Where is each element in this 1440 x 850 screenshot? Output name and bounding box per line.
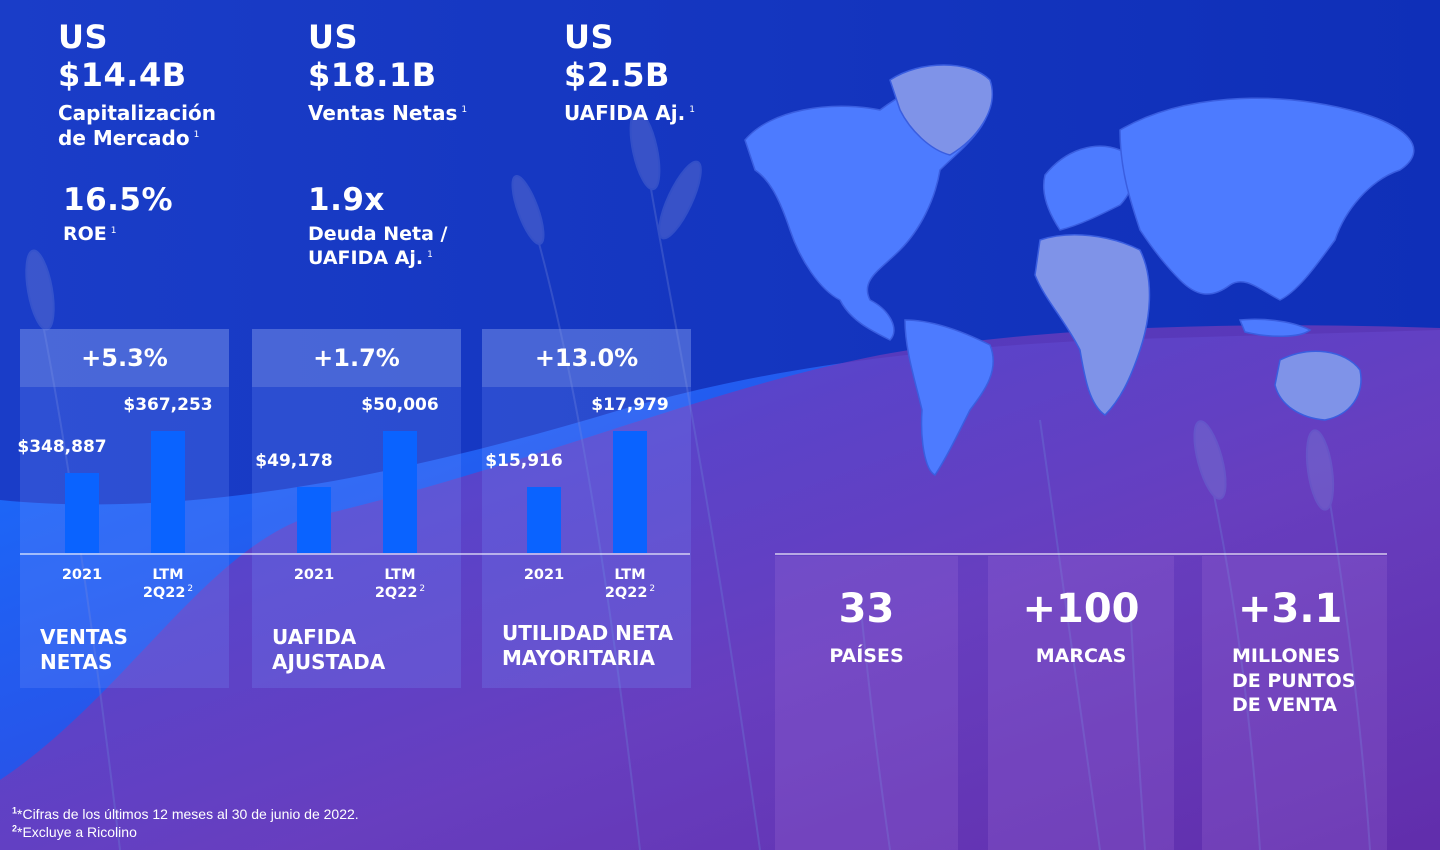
bar-base-year [65,473,99,553]
kpi-label-text: Ventas Netas [308,100,458,125]
kpi-label-line2: de Mercado [58,125,190,150]
panel-title-line2: MAYORITARIA [502,646,655,670]
kpi-ebitda: US $2.5B UAFIDA Aj. 1 [564,18,695,126]
kpi-currency: US [308,18,359,56]
footnote-text: *Excluye a Ricolino [17,824,137,841]
bar-value-label: $348,887 [17,437,107,457]
x-axis-label-line1: LTM [384,567,416,583]
panel-net-sales: +5.3% VENTAS NETAS $348,887 $367,253 2021 L… [17,329,229,688]
stats-divider [775,553,1387,555]
footnote-mark: 2 [12,823,18,834]
kpi-value: 16.5% [63,182,174,218]
footnote-mark: 1 [12,805,18,816]
world-map-icon [744,64,1415,476]
kpi-leverage: 1.9x Deuda Neta / UAFIDA Aj. 1 [308,182,447,271]
bar-base-year [297,487,331,553]
stat-brands: +100 MARCAS [988,556,1174,850]
stat-number: +3.1 [1238,586,1343,632]
panel-title: UTILIDAD NETA MAYORITARIA [502,621,673,671]
x-axis-label: 2021 [61,567,103,583]
bar-value-label: $367,253 [123,395,213,415]
stat-caption-line2: DE PUNTOS [1232,669,1356,692]
growth-rate: +1.7% [252,329,461,387]
kpi-label: Deuda Neta / UAFIDA Aj. 1 [308,223,447,271]
kpi-label-text: ROE [63,223,107,246]
kpi-value: $14.4B [58,56,187,95]
x-axis-label-line2: 2Q22 [374,584,418,601]
stat-caption-line1: MILLONES [1232,645,1341,667]
x-axis-label: LTM 2Q22 2 [605,567,655,601]
kpi-label-line1: Capitalización [58,100,216,125]
kpi-value: $18.1B [308,56,437,95]
wheat-stalks-icon [25,109,1371,850]
growth-rate: +13.0% [482,329,691,387]
footnote-mark: 1 [461,105,468,116]
footnote-2: 2*Excluye a Ricolino [12,823,359,841]
stat-caption: MARCAS [1035,645,1127,667]
footnote-mark: 1 [427,249,433,260]
panel-title: UAFIDA AJUSTADA [272,625,385,675]
footnote-mark: 1 [193,130,200,141]
stat-points-of-sale: +3.1 MILLONES DE PUNTOS DE VENTA [1202,556,1387,850]
kpi-value: 1.9x [308,182,385,218]
stat-number: 33 [838,586,895,632]
kpi-label: Ventas Netas 1 [308,101,467,126]
kpi-net-sales: US $18.1B Ventas Netas 1 [308,18,467,126]
x-axis-label-line2: 2Q22 [604,584,648,601]
footnote-mark: 1 [110,225,117,236]
stat-countries: 33 PAÍSES [775,556,958,850]
chart-baseline [20,553,690,555]
x-axis-label-line1: LTM [152,567,184,583]
panel-title-line2: NETAS [40,650,113,674]
kpi-value: $2.5B [564,56,670,95]
footnote-text: *Cifras de los últimos 12 meses al 30 de… [17,806,359,822]
kpi-currency: US [58,18,109,56]
panel-title-line1: VENTAS [40,625,128,649]
bar-ltm [613,431,647,553]
kpi-label-line2: UAFIDA Aj. [308,246,424,269]
bar-ltm [383,431,417,553]
x-axis-label: LTM 2Q22 2 [143,567,193,601]
growth-rate: +5.3% [20,329,229,387]
footnote-mark: 2 [649,583,656,594]
footnote-mark: 2 [187,583,194,594]
stat-caption-line3: DE VENTA [1232,694,1338,717]
kpi-label-text: UAFIDA Aj. [564,100,686,125]
kpi-currency: US [564,18,615,56]
panel-title-line1: UTILIDAD NETA [502,621,674,645]
bar-ltm [151,431,185,553]
stat-caption: PAÍSES [829,645,904,667]
x-axis-label: LTM 2Q22 2 [375,567,425,601]
x-axis-label: 2021 [523,567,565,583]
kpi-label-line1: Deuda Neta / [308,223,448,246]
footnote-1: 1*Cifras de los últimos 12 meses al 30 d… [12,805,359,823]
kpi-label: UAFIDA Aj. 1 [564,101,695,126]
bar-value-label: $17,979 [591,395,669,415]
bar-value-label: $15,916 [485,451,563,471]
stat-number: +100 [1022,586,1140,632]
kpi-label: Capitalización de Mercado 1 [58,101,216,151]
panel-title-line2: AJUSTADA [272,650,386,674]
panel-title: VENTAS NETAS [40,625,128,675]
footnote-mark: 1 [689,105,695,116]
panel-title-line1: UAFIDA [272,625,357,649]
bar-value-label: $49,178 [255,451,333,471]
panel-net-income: +13.0% UTILIDAD NETA MAYORITARIA $15,916… [482,329,691,688]
x-axis-label: 2021 [293,567,335,583]
bar-base-year [527,487,561,553]
footnote-mark: 2 [419,583,426,594]
kpi-roe: 16.5% ROE 1 [63,182,173,247]
footnotes: 1*Cifras de los últimos 12 meses al 30 d… [12,805,359,841]
kpi-market-cap: US $14.4B Capitalización de Mercado 1 [58,18,216,151]
panel-ebitda: +1.7% UAFIDA AJUSTADA $49,178 $50,006 2021… [252,329,461,688]
x-axis-label-line2: 2Q22 [142,584,186,601]
x-axis-label-line1: LTM [614,567,646,583]
kpi-label: ROE 1 [63,223,173,247]
stat-caption: MILLONES DE PUNTOS DE VENTA [1202,644,1387,718]
bar-value-label: $50,006 [361,395,439,415]
